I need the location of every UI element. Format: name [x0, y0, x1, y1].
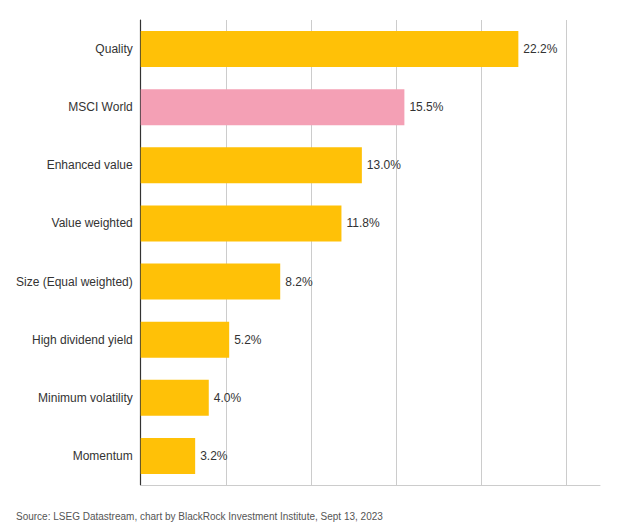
- svg-text:22.2%: 22.2%: [523, 42, 557, 56]
- svg-text:MSCI World: MSCI World: [68, 100, 132, 114]
- svg-text:Quality: Quality: [95, 42, 132, 56]
- svg-text:11.8%: 11.8%: [346, 216, 379, 230]
- svg-text:13.0%: 13.0%: [367, 158, 401, 172]
- svg-text:15.5%: 15.5%: [409, 100, 443, 114]
- svg-text:Size (Equal weighted): Size (Equal weighted): [16, 275, 133, 289]
- svg-text:Value weighted: Value weighted: [52, 216, 133, 230]
- svg-text:5.2%: 5.2%: [234, 333, 262, 347]
- svg-text:Minimum volatility: Minimum volatility: [38, 391, 133, 405]
- svg-text:Source: LSEG Datastream, chart: Source: LSEG Datastream, chart by BlackR…: [16, 511, 383, 522]
- svg-text:3.2%: 3.2%: [200, 449, 228, 463]
- svg-text:High dividend yield: High dividend yield: [32, 333, 133, 347]
- svg-text:8.2%: 8.2%: [285, 275, 313, 289]
- svg-text:Enhanced value: Enhanced value: [47, 158, 133, 172]
- svg-text:Momentum: Momentum: [73, 449, 133, 463]
- svg-text:4.0%: 4.0%: [214, 391, 242, 405]
